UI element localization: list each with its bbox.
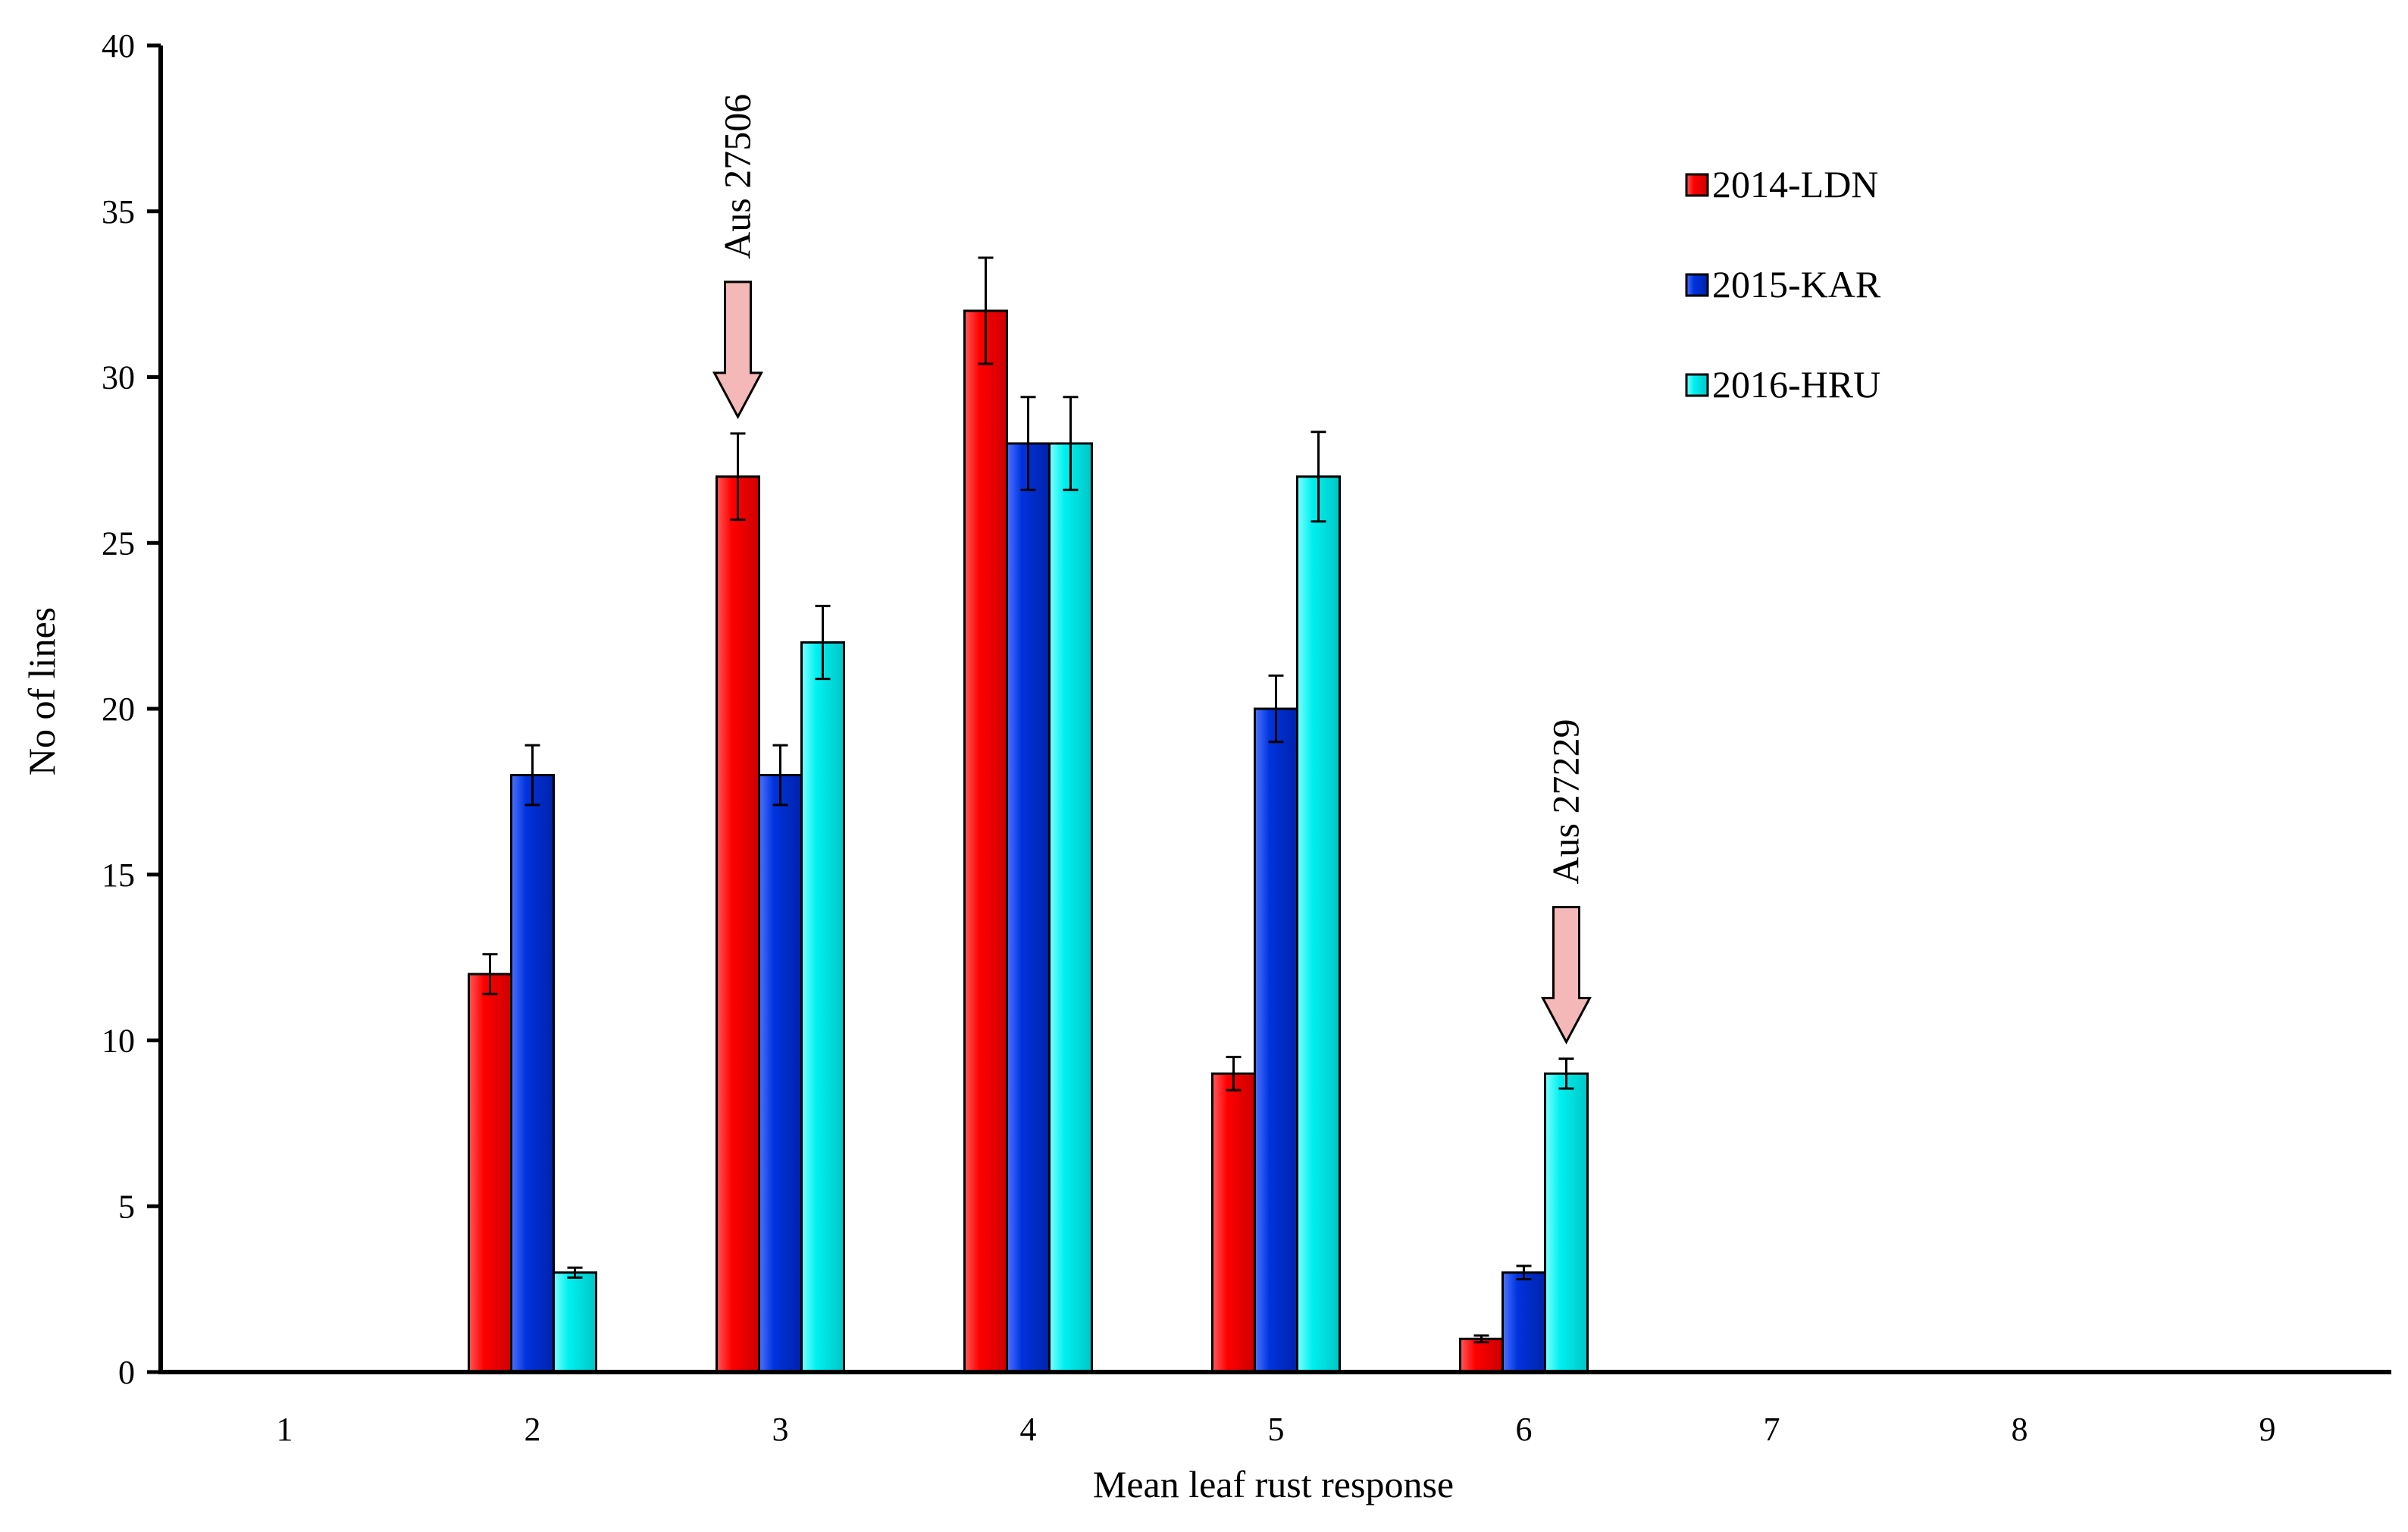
legend-label: 2015-KAR bbox=[1712, 263, 1881, 305]
error-bar bbox=[1020, 396, 1036, 491]
y-tick-label: 5 bbox=[118, 1188, 135, 1225]
error-bar bbox=[772, 744, 788, 807]
bar-2016-HRU-4 bbox=[1048, 442, 1093, 1374]
y-tick-label: 10 bbox=[102, 1023, 135, 1060]
error-bar bbox=[1268, 674, 1284, 744]
bar-2015-KAR-3 bbox=[758, 774, 803, 1374]
x-tick-label: 6 bbox=[1516, 1411, 1533, 1448]
bar-2014-LDN-5 bbox=[1211, 1072, 1256, 1374]
bar-2015-KAR-6 bbox=[1501, 1271, 1546, 1374]
x-tick-label: 9 bbox=[2259, 1411, 2276, 1448]
bar-2016-HRU-3 bbox=[800, 641, 845, 1374]
x-tick-label: 5 bbox=[1268, 1411, 1285, 1448]
arrow-icon bbox=[1540, 906, 1592, 1045]
x-axis-title: Mean leaf rust response bbox=[1093, 1463, 1454, 1505]
bar-2015-KAR-2 bbox=[510, 774, 555, 1374]
x-tick-label: 1 bbox=[277, 1411, 293, 1448]
error-bar bbox=[1226, 1055, 1242, 1092]
y-axis-title: No of lines bbox=[20, 607, 63, 775]
legend-swatch bbox=[1685, 373, 1709, 397]
annotations: Aus 27506 Aus 27229 bbox=[712, 94, 1592, 1045]
y-tick-label: 40 bbox=[102, 27, 135, 64]
bar-2014-LDN-2 bbox=[468, 973, 512, 1374]
y-tick-label: 0 bbox=[118, 1354, 135, 1391]
error-bar bbox=[524, 744, 540, 807]
y-tick-label: 35 bbox=[102, 193, 135, 230]
legend-label: 2014-LDN bbox=[1712, 163, 1878, 205]
y-tick-label: 30 bbox=[102, 359, 135, 396]
y-axis-ticks: 0 5 10 15 20 25 30 35 40 bbox=[102, 27, 161, 1391]
y-tick-label: 25 bbox=[102, 525, 135, 562]
annotation-arrow bbox=[1540, 906, 1592, 1045]
bar-2015-KAR-5 bbox=[1254, 707, 1298, 1374]
legend-item: 2016-HRU bbox=[1685, 363, 1880, 406]
legend-swatch bbox=[1685, 273, 1709, 297]
annotation-label: Aus 27229 bbox=[1545, 719, 1587, 884]
error-bars bbox=[482, 256, 1574, 1344]
error-bar bbox=[1516, 1264, 1532, 1280]
legend-swatch bbox=[1685, 173, 1709, 197]
annotation-arrow bbox=[712, 280, 764, 420]
error-bar bbox=[815, 604, 831, 681]
error-bar bbox=[978, 256, 994, 365]
bar-2015-KAR-4 bbox=[1006, 442, 1051, 1374]
bar-2016-HRU-2 bbox=[553, 1271, 597, 1374]
x-tick-label: 3 bbox=[772, 1411, 789, 1448]
x-tick-label: 8 bbox=[2012, 1411, 2028, 1448]
error-bar bbox=[567, 1266, 583, 1279]
x-axis-ticks: 1 2 3 4 5 6 7 8 9 bbox=[277, 1411, 2276, 1448]
error-bar bbox=[1473, 1334, 1489, 1344]
legend-label: 2016-HRU bbox=[1712, 363, 1880, 406]
error-bar bbox=[1063, 396, 1079, 491]
error-bar bbox=[1558, 1057, 1574, 1090]
bar-2014-LDN-4 bbox=[963, 309, 1008, 1374]
annotation-label: Aus 27506 bbox=[716, 94, 759, 259]
error-bar bbox=[730, 432, 746, 522]
legend: 2014-LDN 2015-KAR 2016-HRU bbox=[1685, 163, 1881, 406]
x-tick-label: 7 bbox=[1764, 1411, 1780, 1448]
x-tick-label: 2 bbox=[524, 1411, 541, 1448]
error-bar bbox=[1310, 431, 1326, 523]
bars bbox=[468, 309, 1589, 1374]
arrow-icon bbox=[712, 280, 764, 420]
bar-2014-LDN-6 bbox=[1459, 1337, 1504, 1374]
x-tick-label: 4 bbox=[1020, 1411, 1037, 1448]
legend-item: 2015-KAR bbox=[1685, 263, 1881, 305]
bar-2016-HRU-6 bbox=[1544, 1072, 1589, 1374]
bar-2014-LDN-3 bbox=[716, 475, 760, 1374]
legend-item: 2014-LDN bbox=[1685, 163, 1878, 205]
bar-2016-HRU-5 bbox=[1296, 475, 1341, 1374]
y-tick-label: 15 bbox=[102, 857, 135, 894]
y-tick-label: 20 bbox=[102, 691, 135, 728]
error-bar bbox=[482, 953, 498, 995]
